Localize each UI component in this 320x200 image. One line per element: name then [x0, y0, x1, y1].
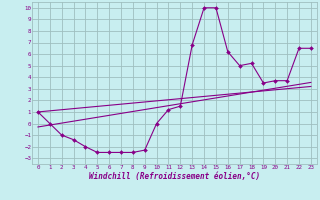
X-axis label: Windchill (Refroidissement éolien,°C): Windchill (Refroidissement éolien,°C)	[89, 172, 260, 181]
